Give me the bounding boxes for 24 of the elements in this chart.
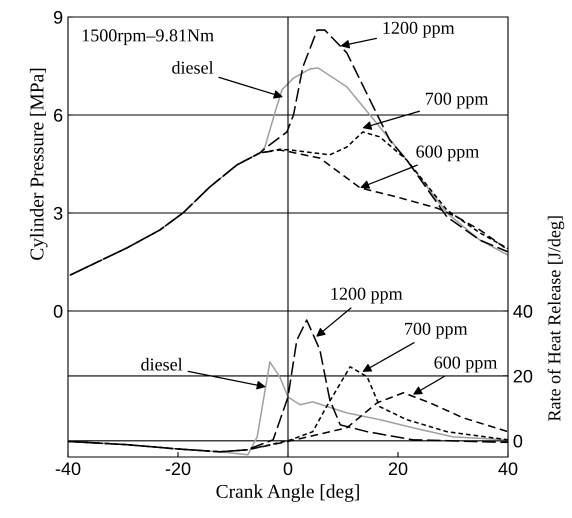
y-tick-label: 20 bbox=[514, 370, 532, 383]
annotation: 1500rpm–9.81Nm bbox=[82, 29, 214, 46]
annotation: diesel bbox=[172, 61, 214, 74]
x-tick-label: -40 bbox=[56, 462, 80, 476]
y-axis-title: Rate of Heat Release [J/deg] bbox=[548, 216, 564, 422]
annotation: 700 ppm bbox=[405, 322, 468, 339]
annotation: 700 ppm bbox=[426, 92, 488, 108]
y-tick-label: 0 bbox=[514, 434, 522, 448]
x-axis-title: Crank Angle [deg] bbox=[216, 484, 359, 502]
x-tick-label: 0 bbox=[284, 462, 292, 476]
y-tick-label: 6 bbox=[54, 108, 62, 122]
y-tick-label: 9 bbox=[54, 10, 62, 24]
y-axis-title: Cylinder Pressure [MPa] bbox=[30, 68, 48, 260]
annotation: 600 ppm bbox=[416, 145, 480, 162]
annotation: 1200 ppm bbox=[384, 22, 454, 38]
x-tick-label: 40 bbox=[498, 462, 518, 476]
x-tick-label: 20 bbox=[388, 462, 408, 476]
annotation: 600 ppm bbox=[434, 356, 498, 372]
y-tick-label: 3 bbox=[54, 206, 62, 220]
annotation: 1200 ppm bbox=[332, 288, 402, 304]
annotation: diesel bbox=[141, 358, 182, 371]
y-tick-label: 0 bbox=[54, 304, 62, 318]
x-tick-label: -20 bbox=[166, 462, 190, 476]
y-tick-label: 40 bbox=[513, 304, 532, 318]
